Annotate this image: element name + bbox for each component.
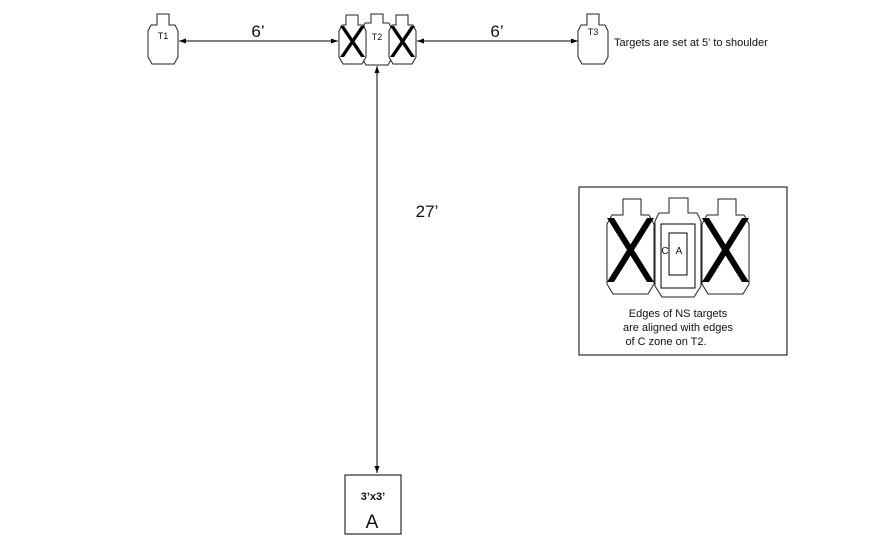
inset-t2-outline — [654, 197, 702, 298]
target-t3-label: T3 — [588, 27, 599, 37]
target-t2-outline — [361, 13, 393, 66]
inset-caption-line-3: of C zone on T2. — [625, 336, 706, 348]
target-t1-outline — [147, 13, 179, 65]
shooting-box-outline — [344, 474, 402, 535]
inset-caption-line-1: Edges of NS targets — [629, 308, 728, 320]
shooting-box: 3’x3’ A — [344, 474, 402, 535]
inset-detail: C A Edges of NS targets are aligned with… — [578, 186, 788, 356]
inset-c-zone-label: C — [661, 246, 668, 257]
dimension-label-left: 6’ — [251, 22, 264, 41]
target-t2 — [361, 13, 393, 66]
target-height-note: Targets are set at 5' to shoulder — [614, 37, 768, 49]
target-t1: T1 — [147, 13, 179, 65]
dimension-label-downrange: 27’ — [416, 202, 439, 221]
target-t3-outline — [577, 13, 609, 65]
shooting-box-position: A — [366, 512, 379, 533]
inset-a-zone-label: A — [676, 246, 683, 257]
inset-caption-line-2: are aligned with edges — [623, 322, 734, 334]
inset-no-shoot-left-marker-b — [607, 218, 654, 282]
no-shoot-right-marker-b — [390, 26, 415, 57]
inset-c-zone — [660, 223, 696, 289]
target-t3: T3 — [577, 13, 609, 65]
target-t2-label: T2 — [372, 32, 383, 42]
no-shoot-right — [388, 14, 417, 65]
shooting-box-size: 3’x3’ — [361, 491, 385, 503]
inset-a-zone — [668, 232, 688, 276]
inset-no-shoot-right-marker-b — [702, 218, 749, 282]
target-t1-label: T1 — [158, 31, 169, 41]
dimension-label-right: 6’ — [490, 22, 503, 41]
no-shoot-left-marker-b — [340, 26, 365, 57]
no-shoot-left — [338, 14, 367, 65]
